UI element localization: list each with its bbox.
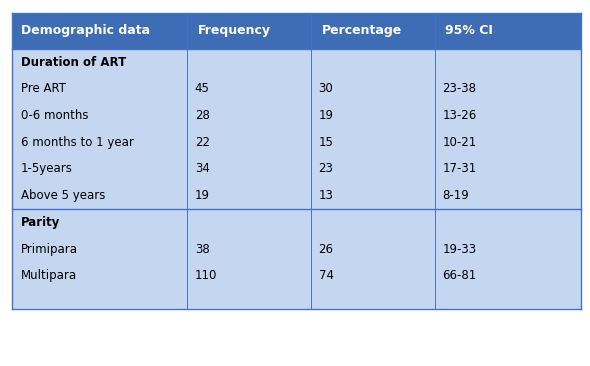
Text: 8-19: 8-19: [442, 189, 469, 202]
Text: 38: 38: [195, 243, 209, 255]
Text: 13: 13: [319, 189, 333, 202]
Text: 19: 19: [195, 189, 209, 202]
Text: 30: 30: [319, 82, 333, 95]
Text: 28: 28: [195, 109, 209, 122]
Text: 110: 110: [195, 269, 217, 282]
Text: 95% CI: 95% CI: [445, 24, 493, 37]
Bar: [12, 49, 581, 309]
Text: Demographic data: Demographic data: [21, 24, 150, 37]
Text: 15: 15: [319, 136, 333, 149]
Text: Multipara: Multipara: [21, 269, 77, 282]
Text: 19: 19: [319, 109, 333, 122]
Text: 22: 22: [195, 136, 209, 149]
Text: Parity: Parity: [21, 216, 60, 229]
Text: 74: 74: [319, 269, 333, 282]
Text: Frequency: Frequency: [198, 24, 271, 37]
Text: 66-81: 66-81: [442, 269, 477, 282]
Text: 23-38: 23-38: [442, 82, 477, 95]
Text: 10-21: 10-21: [442, 136, 477, 149]
Text: 17-31: 17-31: [442, 163, 477, 175]
Text: 34: 34: [195, 163, 209, 175]
Text: Pre ART: Pre ART: [21, 82, 65, 95]
Text: 23: 23: [319, 163, 333, 175]
Text: Above 5 years: Above 5 years: [21, 189, 105, 202]
Text: 1-5years: 1-5years: [21, 163, 73, 175]
Text: 19-33: 19-33: [442, 243, 477, 255]
Text: 13-26: 13-26: [442, 109, 477, 122]
Text: Percentage: Percentage: [322, 24, 402, 37]
Text: Duration of ART: Duration of ART: [21, 56, 126, 68]
Bar: [12, 13, 581, 49]
Text: 6 months to 1 year: 6 months to 1 year: [21, 136, 133, 149]
Text: 45: 45: [195, 82, 209, 95]
Text: Primipara: Primipara: [21, 243, 78, 255]
Text: 0-6 months: 0-6 months: [21, 109, 88, 122]
Text: 26: 26: [319, 243, 333, 255]
